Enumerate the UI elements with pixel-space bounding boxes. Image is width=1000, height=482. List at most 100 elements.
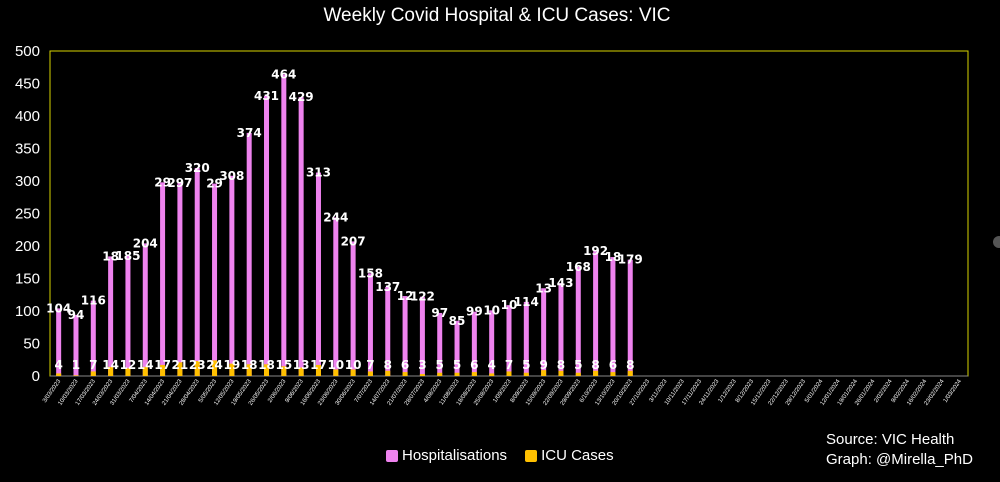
icu-data-label: 15	[275, 358, 292, 372]
icu-data-label: 18	[241, 358, 258, 372]
hospitalisations-bar	[558, 283, 564, 376]
hospitalisations-bar	[454, 320, 460, 376]
icu-bar	[575, 372, 581, 376]
x-axis: 3/03/202310/03/202317/03/202324/03/20233…	[42, 378, 963, 407]
icu-bar	[333, 369, 339, 376]
hospitalisations-data-label: 97	[431, 306, 448, 320]
icu-data-label: 7	[89, 358, 97, 372]
y-axis: 0 50 100 150 200 250 300 350 400 450 500	[15, 43, 40, 385]
icu-bar	[90, 371, 96, 376]
legend-item-icu: ICU Cases	[525, 447, 614, 464]
icu-bar	[541, 370, 547, 376]
hospitalisations-bar	[593, 251, 599, 376]
hospitalisations-data-label: 13	[535, 281, 552, 295]
hospitalisations-data-label: 308	[219, 169, 244, 183]
hospitalisations-data-label: 297	[167, 176, 192, 190]
legend-label-hospitalisations: Hospitalisations	[402, 447, 508, 464]
hospitalisations-data-label: 18	[102, 249, 119, 263]
icu-bar	[419, 374, 425, 376]
icu-data-label: 8	[557, 358, 565, 372]
graph-credit-line: Graph: @Mirella_PhD	[826, 451, 973, 468]
y-tick-label: 450	[15, 76, 40, 93]
hospitalisations-bar	[610, 257, 616, 376]
hospitalisations-bar	[298, 97, 304, 377]
icu-data-label: 24	[206, 358, 223, 372]
y-tick-label: 500	[15, 43, 40, 60]
hospitalisations-bar	[160, 182, 166, 376]
hospitalisations-data-label: 94	[68, 308, 85, 322]
icu-bar	[212, 360, 218, 376]
y-tick-label: 0	[32, 368, 40, 385]
hospitalisations-bar	[142, 243, 148, 376]
hospitalisations-data-label: 85	[449, 314, 466, 328]
icu-data-label: 13	[293, 358, 310, 372]
hospitalisations-bar	[281, 74, 287, 377]
hospitalisations-data-label: 313	[306, 166, 331, 180]
icu-bar	[56, 373, 62, 376]
hospitalisations-data-label: 10	[501, 298, 518, 312]
icu-bar	[108, 366, 114, 376]
icu-data-label: 10	[327, 358, 344, 372]
source-line: Source: VIC Health	[826, 431, 955, 448]
icu-bar	[454, 372, 460, 376]
hospitalisations-data-label: 10	[483, 303, 500, 317]
hospitalisations-bar	[56, 308, 62, 376]
icu-bar	[610, 372, 616, 376]
hospitalisations-data-labels: 1049411618185204292973202930837443146442…	[46, 67, 643, 327]
hospitalisations-data-label: 204	[133, 236, 158, 250]
legend-swatch-icu	[525, 449, 538, 462]
icu-data-label: 14	[102, 358, 119, 372]
icu-data-label: 4	[487, 358, 495, 372]
icu-data-label: 5	[574, 358, 582, 372]
icu-data-label: 6	[470, 358, 478, 372]
icu-bar	[229, 363, 235, 376]
icu-data-label: 21	[172, 358, 189, 372]
hospitalisations-bar	[402, 296, 408, 376]
icu-data-label: 14	[137, 358, 154, 372]
hospitalisations-bar	[229, 175, 235, 376]
icu-bar	[593, 370, 599, 376]
icu-data-label: 8	[591, 358, 599, 372]
icu-bar	[437, 372, 443, 376]
hospitalisations-bar	[385, 286, 391, 376]
hospitalisations-bar	[125, 255, 131, 376]
icu-bar	[402, 372, 408, 376]
icu-data-labels: 4 1 7 14 12 14 17 21 23 24 19 18 18 15 13 17 10 10 7 8 6 3 5 5 6…	[54, 358, 634, 372]
y-tick-label: 400	[15, 108, 40, 125]
hospitalisations-bar	[333, 217, 339, 376]
icu-data-label: 23	[189, 358, 206, 372]
hospitalisations-data-label: 207	[341, 234, 366, 248]
hospitalisations-data-label: 179	[618, 253, 643, 267]
hospitalisations-bar	[177, 182, 183, 376]
resize-handle[interactable]	[993, 236, 1000, 248]
source-credit: Source: VIC Health Graph: @Mirella_PhD	[826, 430, 973, 470]
hospitalisations-data-label: 464	[271, 67, 296, 81]
icu-bar	[246, 364, 252, 376]
icu-data-label: 19	[224, 358, 241, 372]
icu-bar	[385, 370, 391, 376]
hospitalisations-data-label: 374	[237, 126, 262, 140]
hospitalisations-bar	[246, 132, 252, 376]
hospitalisations-data-label: 320	[185, 161, 210, 175]
icu-data-label: 8	[384, 358, 392, 372]
icu-data-label: 12	[120, 358, 137, 372]
hospitalisations-data-label: 158	[358, 266, 383, 280]
hospitalisations-bar	[523, 301, 529, 376]
chart-legend: Hospitalisations ICU Cases	[386, 447, 614, 464]
icu-bar	[125, 368, 131, 376]
icu-bar	[160, 364, 166, 376]
hospitalisations-bar	[264, 95, 270, 376]
hospitalisations-bar	[73, 314, 79, 376]
icu-data-label: 9	[539, 358, 547, 372]
hospitalisations-data-label: 244	[323, 210, 348, 224]
hospitalisations-data-label: 116	[81, 294, 106, 308]
hospitalisations-data-label: 99	[466, 305, 483, 319]
hospitalisations-bar	[419, 296, 425, 376]
hospitalisations-data-label: 168	[566, 260, 591, 274]
icu-bar	[489, 373, 495, 376]
icu-data-label: 18	[258, 358, 275, 372]
hospitalisations-bar	[90, 300, 96, 376]
icu-bar	[350, 369, 356, 376]
hospitalisations-bar	[437, 312, 443, 376]
